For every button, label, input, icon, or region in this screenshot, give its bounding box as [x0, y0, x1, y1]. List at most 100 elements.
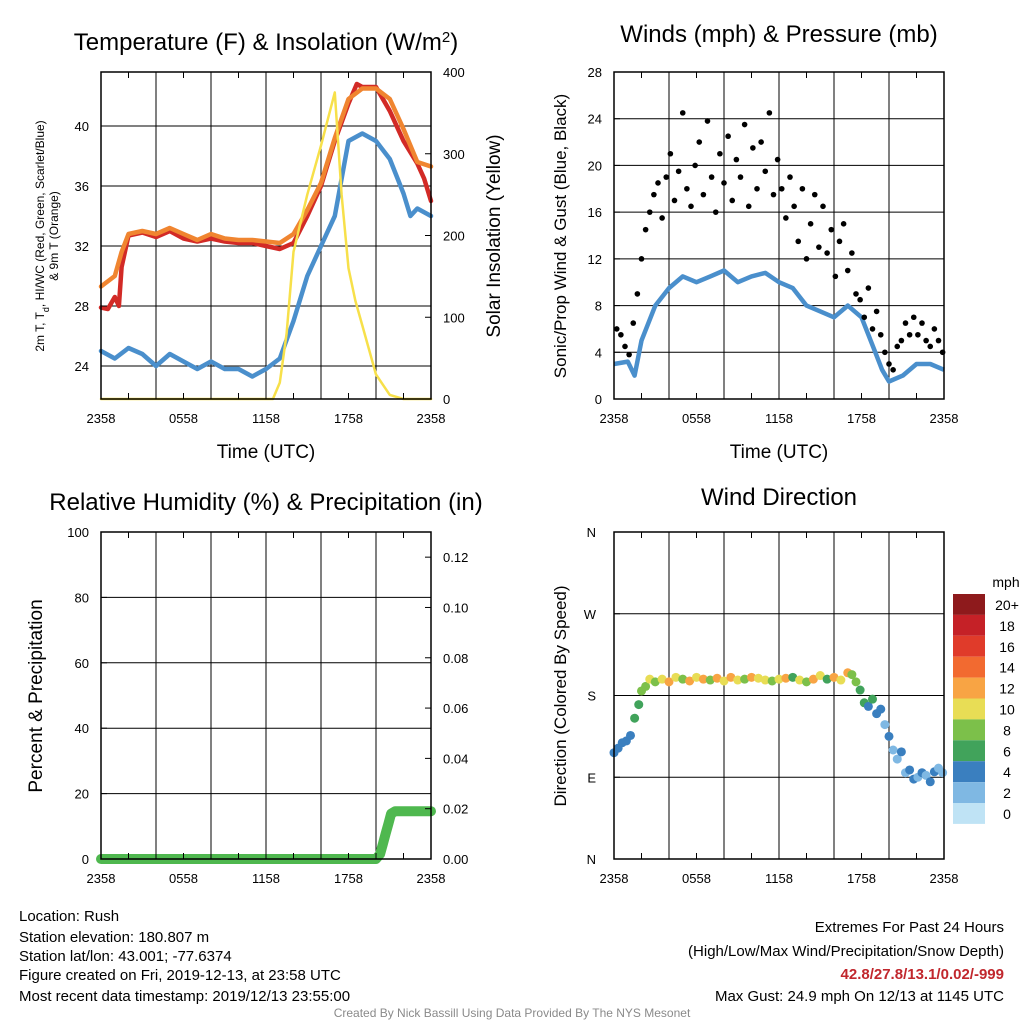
- gust-point: [783, 215, 789, 221]
- direction-point: [892, 754, 902, 764]
- gust-point: [849, 250, 855, 256]
- gust-point: [646, 209, 653, 215]
- gust-point: [704, 118, 711, 124]
- gust-point: [708, 174, 715, 180]
- wind-axes: 2358 0558 1158 1758 2358 0 4 8 12 16 20 24 28: [588, 65, 959, 426]
- y-tick-label: 12: [588, 252, 602, 267]
- direction-point: [847, 670, 857, 680]
- gust-point: [692, 162, 698, 169]
- gust-point: [931, 326, 938, 332]
- gust-point: [836, 238, 843, 245]
- gust-point: [906, 331, 913, 338]
- legend-label: 10: [999, 702, 1015, 718]
- y-tick-label: 24: [588, 112, 602, 127]
- gust-point: [791, 203, 797, 210]
- direction-point: [836, 675, 846, 685]
- y-tick-label: 20: [75, 787, 89, 802]
- x-tick-label: 0558: [169, 871, 198, 886]
- direction-point: [626, 730, 635, 740]
- legend-swatch: [953, 803, 985, 824]
- x-tick-label: 2358: [417, 871, 446, 886]
- direction-point: [868, 694, 877, 704]
- gust-point: [733, 156, 740, 163]
- series-line-solar-insolation: [99, 91, 433, 401]
- legend-swatch: [953, 614, 985, 636]
- credit-text: Created By Nick Bassill Using Data Provi…: [333, 1006, 691, 1020]
- direction-point: [788, 672, 798, 682]
- y-tick-label: 28: [75, 299, 89, 314]
- gust-point: [778, 185, 785, 192]
- x-tick-label: 0558: [169, 411, 198, 426]
- gust-point: [651, 191, 657, 198]
- y-tick-label: W: [584, 607, 597, 622]
- direction-point: [641, 681, 651, 691]
- y-tick-label: 100: [67, 525, 89, 540]
- latlon-text: Station lat/lon: 43.001; -77.6374: [19, 948, 232, 965]
- y-tick-label: 20: [588, 158, 602, 173]
- direction-point: [815, 671, 825, 681]
- legend-label: 0: [1003, 806, 1011, 822]
- direction-point: [938, 768, 948, 778]
- wind-y-axis-label: Sonic/Prop Wind & Gust (Blue, Black): [551, 94, 570, 378]
- direction-point: [884, 731, 894, 741]
- legend-label: 4: [1003, 764, 1011, 780]
- legend-swatch: [953, 677, 985, 699]
- gust-point: [770, 191, 777, 198]
- gust-point: [758, 139, 764, 145]
- direction-point: [753, 673, 763, 683]
- gust-point: [762, 168, 769, 175]
- gust-point: [622, 343, 628, 350]
- gust-point: [659, 215, 665, 221]
- legend-label: 6: [1003, 743, 1011, 759]
- gust-point: [717, 150, 723, 157]
- right-y-tick-label: 0.06: [443, 701, 468, 716]
- gust-point: [828, 226, 835, 233]
- gust-point: [844, 267, 851, 274]
- direction-point: [678, 674, 688, 684]
- direction-point: [855, 685, 865, 695]
- x-tick-label: 2358: [600, 411, 629, 426]
- gust-point: [820, 203, 826, 210]
- gust-point: [890, 367, 896, 373]
- y-tick-label: S: [587, 689, 596, 704]
- direction-point: [685, 676, 695, 686]
- wind-panel-title: Winds (mph) & Pressure (mb): [620, 21, 937, 48]
- y-tick-label: 32: [75, 239, 89, 254]
- gust-point: [766, 110, 773, 116]
- gust-point: [861, 314, 868, 321]
- wind-speed-line: [613, 268, 945, 384]
- temperature-series: [98, 81, 434, 401]
- gust-point: [799, 185, 806, 192]
- gust-point: [675, 168, 682, 175]
- direction-y-axis-label: Direction (Colored By Speed): [551, 585, 570, 806]
- gust-point: [795, 238, 802, 245]
- legend-label: 2: [1003, 785, 1011, 801]
- humidity-gridlines: [101, 532, 431, 859]
- y-tick-label: 40: [75, 119, 89, 134]
- wind-series: [613, 110, 946, 384]
- elevation-text: Station elevation: 180.807 m: [19, 929, 210, 946]
- gust-point: [688, 203, 694, 210]
- direction-point: [921, 770, 931, 780]
- x-tick-label: 0558: [682, 411, 711, 426]
- direction-panel-title: Wind Direction: [701, 484, 857, 511]
- right-y-tick-label: 0.08: [443, 651, 468, 666]
- x-tick-label: 1758: [334, 411, 363, 426]
- gust-point: [613, 326, 620, 332]
- y-tick-label: 8: [595, 299, 602, 314]
- y-tick-label: N: [587, 525, 596, 540]
- gust-point: [832, 273, 839, 280]
- y-tick-label: 60: [75, 656, 89, 671]
- legend-swatch: [953, 656, 985, 678]
- legend-swatch: [953, 635, 985, 657]
- legend-label: 16: [999, 639, 1015, 655]
- right-y-tick-label: 100: [443, 310, 465, 325]
- y-tick-label: 4: [595, 345, 602, 360]
- temperature-right-axis-label: Solar Insolation (Yellow): [484, 134, 505, 337]
- direction-point: [650, 677, 660, 687]
- direction-point: [829, 672, 839, 682]
- gust-point: [816, 244, 822, 250]
- gust-point: [729, 197, 736, 204]
- location-text: Location: Rush: [19, 908, 120, 925]
- right-y-tick-label: 0: [443, 392, 450, 407]
